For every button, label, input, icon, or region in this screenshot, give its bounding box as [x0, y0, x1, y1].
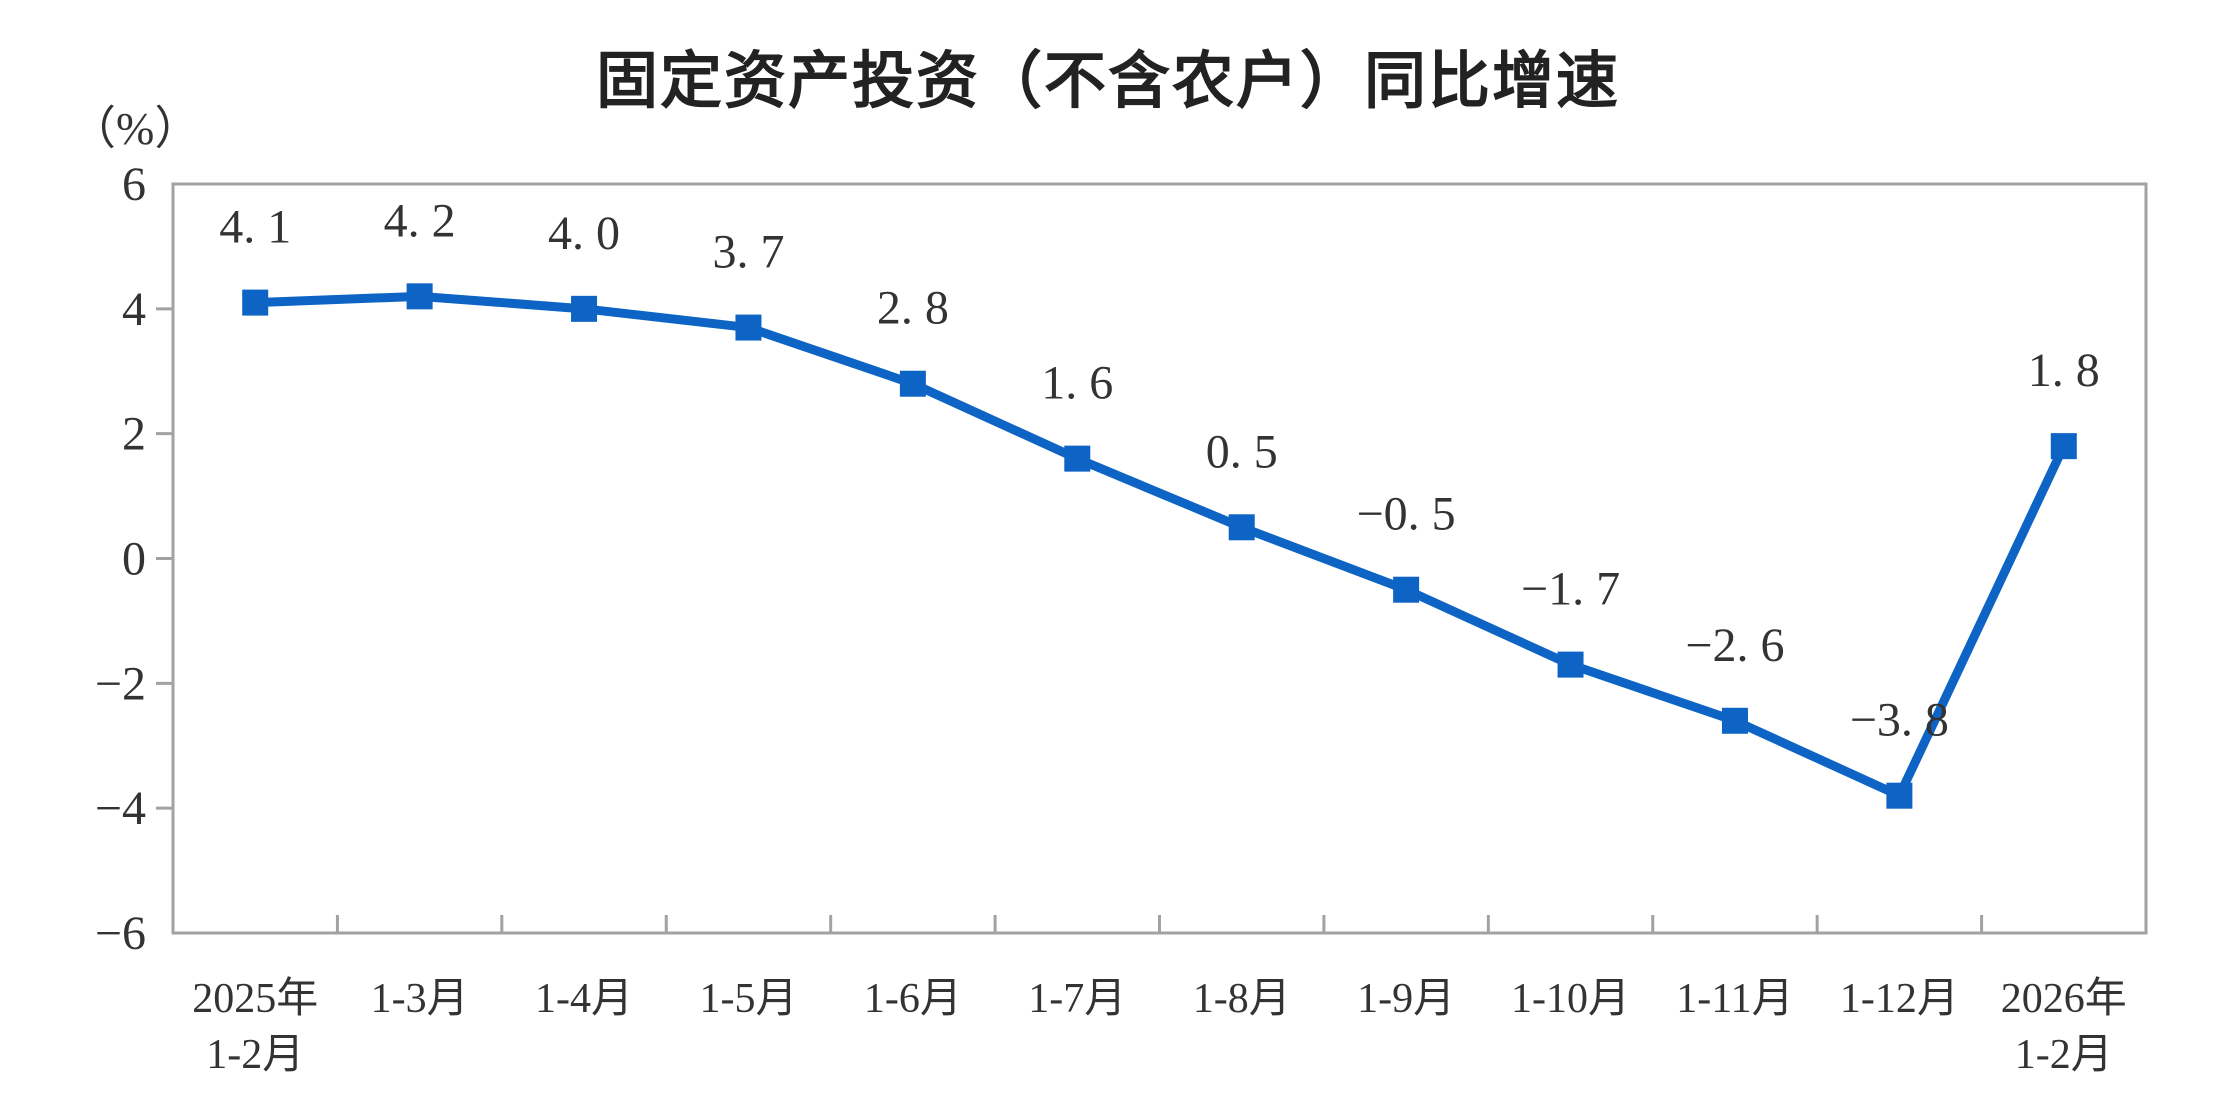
data-point-marker [1721, 707, 1748, 734]
x-axis-label: 1-3月 [371, 976, 469, 1022]
data-point-marker [1393, 576, 1420, 603]
data-point-marker [242, 289, 269, 316]
y-axis-tick-label: −2 [95, 657, 146, 710]
data-point-marker [571, 295, 598, 322]
data-point-label: 2. 8 [877, 282, 949, 335]
data-point-label: −0. 5 [1357, 488, 1456, 541]
x-axis-label: 1-4月 [535, 976, 633, 1022]
y-axis-tick-label: 4 [122, 283, 146, 336]
chart-title: 固定资产投资（不含农户）同比增速 [595, 47, 1620, 116]
data-point-label: 4. 2 [384, 194, 456, 247]
x-axis-label: 1-6月 [864, 976, 962, 1022]
y-axis-tick-label: 6 [122, 158, 146, 211]
data-point-label: 0. 5 [1206, 425, 1278, 478]
x-axis-label: 1-9月 [1357, 976, 1455, 1022]
data-point-label: 4. 1 [219, 201, 291, 254]
y-axis-tick-label: −4 [95, 782, 146, 835]
y-axis-unit-label: （%） [70, 103, 201, 154]
y-axis-tick-label: −6 [95, 907, 146, 960]
x-axis-label: 2026年 1-2月 [2001, 975, 2127, 1078]
x-axis-label: 1-10月 [1511, 976, 1630, 1022]
data-point-marker [406, 283, 433, 310]
data-point-marker [1886, 782, 1913, 809]
x-axis-label: 1-12月 [1840, 976, 1959, 1022]
data-point-label: −2. 6 [1685, 619, 1784, 672]
data-point-label: 4. 0 [548, 207, 620, 260]
data-point-marker [899, 370, 926, 397]
data-point-label: −3. 8 [1850, 694, 1949, 747]
x-axis-label: 1-7月 [1028, 976, 1126, 1022]
data-point-label: 1. 6 [1041, 357, 1113, 410]
x-axis-label: 1-8月 [1193, 976, 1291, 1022]
data-point-label: 3. 7 [712, 226, 784, 279]
series-line [250, 291, 2069, 801]
x-axis-label: 2025年 1-2月 [192, 975, 318, 1078]
data-point-marker [1228, 514, 1255, 541]
data-point-marker [1557, 651, 1584, 678]
y-axis-tick-label: 2 [122, 408, 146, 461]
data-point-label: −1. 7 [1521, 563, 1620, 616]
data-point-marker [1064, 445, 1091, 472]
data-point-marker [2050, 433, 2077, 460]
data-point-marker [735, 314, 762, 341]
data-point-label: 1. 8 [2028, 344, 2100, 397]
y-axis-tick-label: 0 [122, 533, 146, 586]
x-axis-label: 1-11月 [1676, 976, 1793, 1022]
x-axis-label: 1-5月 [699, 976, 797, 1022]
